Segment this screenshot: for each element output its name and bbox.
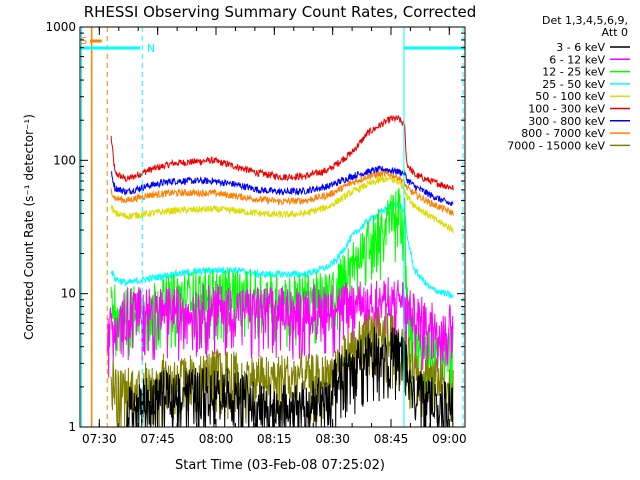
x-tick-label: 07:45	[140, 432, 175, 446]
series-line-3	[110, 175, 454, 234]
y-tick-label: 1	[68, 420, 76, 434]
series-line-7	[110, 309, 454, 428]
plot-frame	[79, 26, 466, 428]
legend-entry-label: 100 - 300 keV	[528, 103, 605, 116]
plot-area: N S 07:30 07:45 08:00 08:15 08:30 08:45 09:00 1 10…	[45, 20, 466, 446]
y-tick-label: 10	[61, 287, 76, 301]
x-axis-label: Start Time (03-Feb-08 07:25:02)	[175, 458, 385, 473]
y-axis-label: Corrected Count Rate (s⁻¹ detector⁻¹)	[22, 114, 36, 340]
x-tick-label: 09:00	[432, 432, 467, 446]
series-line-6	[106, 277, 454, 378]
legend-header-line: Det 1,3,4,5,6,9,	[542, 14, 628, 27]
legend-entry-label: 7000 - 15000 keV	[507, 139, 605, 152]
x-tick-label: 08:15	[257, 432, 292, 446]
legend-header-line: Att 0	[602, 26, 628, 39]
legend-entry-label: 800 - 7000 keV	[521, 127, 605, 140]
legend-entry-label: 300 - 800 keV	[528, 115, 605, 128]
series-line-1	[110, 164, 454, 206]
series-line-2	[110, 170, 454, 216]
x-tick-label: 08:45	[374, 432, 409, 446]
x-tick-label: 08:30	[315, 432, 350, 446]
saa-label-s: S	[81, 36, 87, 47]
legend-entry-label: 6 - 12 keV	[549, 53, 605, 66]
legend-entry-label: 25 - 50 keV	[542, 78, 605, 91]
x-tick-label: 07:30	[82, 432, 117, 446]
legend-entry-label: 3 - 6 keV	[556, 41, 605, 54]
y-tick-label: 1000	[45, 20, 76, 34]
legend-entry-label: 50 - 100 keV	[535, 90, 605, 103]
chart-title: RHESSI Observing Summary Count Rates, Co…	[84, 3, 477, 21]
legend-entry-label: 12 - 25 keV	[542, 66, 605, 79]
series-line-8	[126, 326, 454, 428]
night-label-n: N	[147, 42, 155, 55]
x-tick-label: 08:00	[199, 432, 234, 446]
series-line-0	[110, 114, 454, 191]
y-tick-label: 100	[53, 153, 76, 167]
